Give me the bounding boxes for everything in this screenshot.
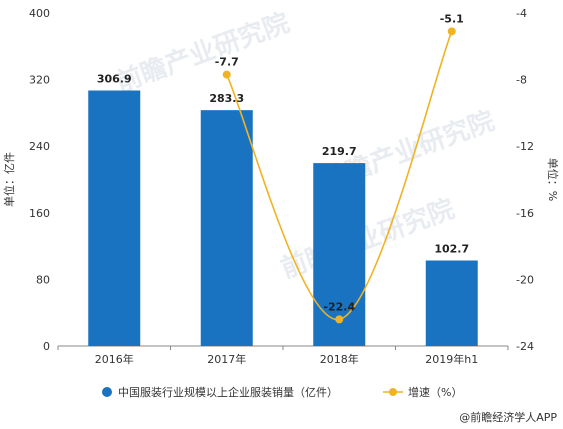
line-series — [222, 27, 456, 324]
y-left-tick-label: 400 — [29, 7, 50, 20]
bar-value-label: 102.7 — [434, 243, 469, 256]
legend-line-marker-point — [389, 388, 397, 396]
legend-bar-label: 中国服装行业规模以上企业服装销量（亿件） — [118, 385, 338, 399]
bar-series — [88, 90, 478, 347]
credit-text: @前瞻经济学人APP — [459, 410, 557, 424]
legend-line-label: 增速（%） — [408, 385, 462, 399]
legend-bar-marker — [102, 387, 112, 397]
legend: 中国服装行业规模以上企业服装销量（亿件） 增速（%） — [102, 385, 462, 399]
line-value-label: -22.4 — [323, 300, 355, 313]
bar — [200, 110, 253, 347]
y-left-tick-label: 0 — [43, 340, 50, 353]
line-point — [335, 315, 344, 324]
bar — [88, 90, 141, 346]
y-right-tick-label: -8 — [516, 74, 527, 87]
bar-value-label: 219.7 — [322, 145, 357, 158]
y-right-tick-label: -4 — [516, 7, 527, 20]
bar-value-label: 283.3 — [209, 92, 244, 105]
x-tick-label: 2016年 — [95, 352, 134, 366]
line-value-label: -5.1 — [440, 12, 464, 25]
y-right-tick-label: -24 — [516, 340, 534, 353]
data-labels: 306.9 283.3 219.7 102.7 -7.7 -22.4 -5.1 — [97, 12, 469, 313]
y-left-tick-label: 160 — [29, 207, 50, 220]
y-right-tick-label: -12 — [516, 140, 534, 153]
y-right-axis-title: 单位：% — [546, 158, 560, 201]
x-tick-label: 2019年h1 — [425, 352, 478, 366]
line-point — [222, 70, 231, 79]
x-tick-label: 2017年 — [207, 352, 246, 366]
watermark-text: 前瞻产业研究院 — [112, 7, 294, 98]
bar — [425, 260, 478, 346]
axes: 2016年 2017年 2018年 2019年h1 0 80 160 240 320 400 -24… — [2, 7, 560, 366]
line-value-label: -7.7 — [215, 56, 239, 69]
y-left-axis-title: 单位：亿件 — [2, 152, 16, 207]
x-tick-label: 2018年 — [320, 352, 359, 366]
y-right-tick-label: -16 — [516, 207, 534, 220]
y-left-tick-label: 80 — [36, 273, 50, 286]
y-left-tick-label: 320 — [29, 74, 50, 87]
y-right-tick-label: -20 — [516, 273, 534, 286]
bar-value-label: 306.9 — [97, 73, 132, 86]
y-left-tick-label: 240 — [29, 140, 50, 153]
line-point — [447, 27, 456, 36]
